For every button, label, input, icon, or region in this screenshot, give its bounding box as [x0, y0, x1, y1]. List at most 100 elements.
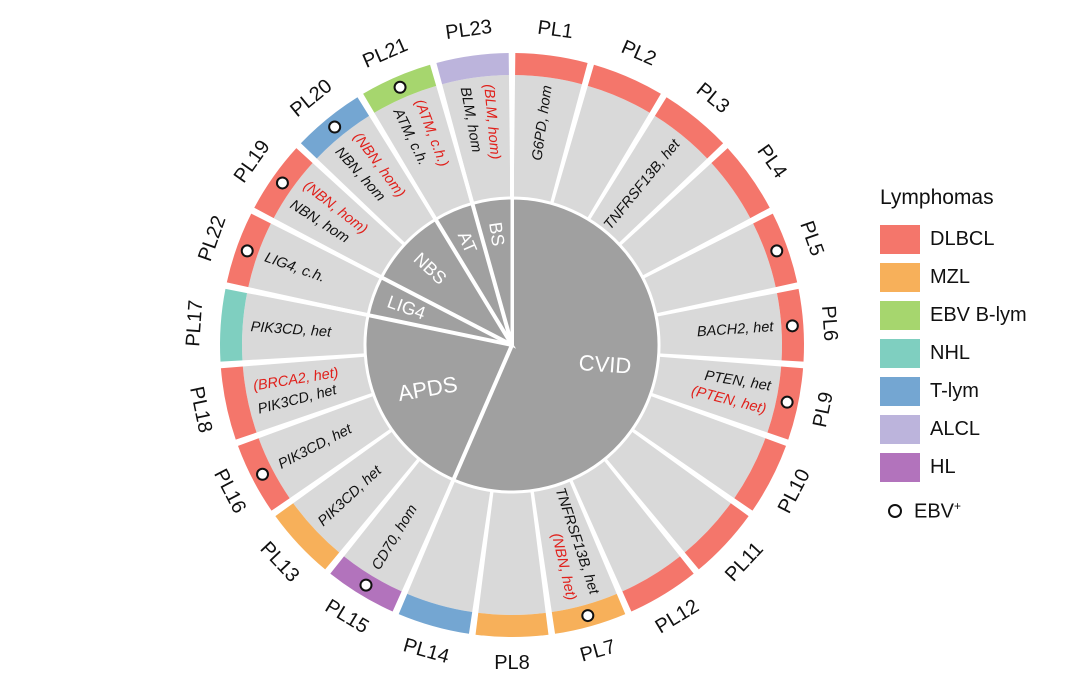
patient-label: PL12	[652, 595, 703, 638]
patient-sector	[632, 355, 782, 433]
patient-label: PL2	[618, 36, 659, 70]
lymphoma-band	[587, 64, 661, 113]
patient-sector	[625, 223, 776, 318]
legend-label: HL	[930, 455, 956, 478]
patient-sector	[242, 293, 388, 361]
center-group-label: BS	[485, 221, 508, 248]
ebv-marker-icon	[780, 395, 794, 409]
lymphoma-band	[515, 53, 588, 85]
ebv-marker-icon	[275, 176, 289, 190]
legend-label: NHL	[930, 341, 971, 364]
patient-sector	[563, 444, 681, 592]
lymphoma-band	[436, 53, 509, 85]
patient-label: PL8	[494, 652, 530, 674]
legend-swatch	[880, 414, 920, 444]
lymphoma-band	[220, 366, 257, 440]
patient-label: PL21	[360, 34, 412, 73]
ebv-marker-icon	[328, 120, 342, 134]
patient-label: PL3	[692, 79, 733, 119]
patient-label: PL18	[185, 385, 216, 435]
patient-label: PL17	[182, 299, 207, 347]
patient-sector	[316, 115, 445, 258]
ebv-marker-icon	[359, 578, 373, 592]
lymphoma-band	[275, 503, 340, 570]
legend: Lymphomas DLBCL MZL EBV B-lym NHL T-lym ALCL H…	[880, 186, 1060, 526]
patient-label: PL22	[194, 213, 230, 264]
patient-label: PL6	[817, 305, 841, 342]
patient-label: PL20	[286, 75, 336, 122]
ebv-marker-icon	[256, 467, 270, 481]
second-hit-label: (BLM, hom)	[480, 83, 503, 160]
patient-sector	[593, 419, 731, 553]
patient-sector	[442, 75, 511, 223]
patient-sector	[343, 444, 461, 592]
patient-label: PL19	[230, 136, 275, 187]
patient-sector	[636, 293, 782, 361]
patient-label: PL9	[809, 390, 838, 429]
patient-label: PL14	[401, 634, 452, 668]
patient-label: PL23	[444, 16, 493, 44]
legend-item: NHL	[880, 334, 1060, 372]
legend-label: MZL	[930, 265, 970, 288]
lymphoma-band	[622, 556, 694, 612]
patient-label: PL15	[321, 595, 372, 638]
patient-sector	[374, 85, 477, 236]
patient-label: PL1	[536, 17, 574, 44]
outer-ring-layer	[219, 53, 805, 638]
gene-label: BACH2, het	[696, 319, 774, 340]
sector-layer	[242, 75, 782, 615]
legend-item: T-lym	[880, 372, 1060, 410]
legend-item: MZL	[880, 258, 1060, 296]
lymphoma-band	[684, 503, 749, 570]
lymphoma-band	[711, 148, 770, 219]
gene-label: PIK3CD, het	[250, 319, 332, 341]
legend-swatch	[880, 376, 920, 406]
legend-ebv-entry: EBV+	[880, 496, 1060, 526]
patient-sector	[273, 162, 419, 286]
patient-sector	[242, 355, 392, 433]
center-group-label: CVID	[578, 350, 632, 379]
patient-sector	[579, 115, 708, 258]
patient-sector	[248, 223, 399, 318]
patient-label: PL5	[795, 218, 828, 259]
center-group-wedge	[363, 313, 515, 482]
patient-sector	[293, 419, 431, 553]
legend-item: HL	[880, 448, 1060, 486]
patient-sector	[513, 75, 582, 223]
legend-label: DLBCL	[930, 227, 995, 250]
lymphoma-band	[219, 288, 248, 362]
legend-swatch	[880, 262, 920, 292]
lymphoma-band	[654, 97, 724, 159]
legend-swatch	[880, 224, 920, 254]
legend-ebv-label: EBV+	[914, 498, 962, 523]
legend-swatch	[880, 338, 920, 368]
patient-label: PL11	[721, 538, 768, 586]
patient-sector	[258, 388, 408, 499]
ebv-marker-icon	[785, 319, 799, 333]
legend-swatch	[880, 452, 920, 482]
ebv-marker-icon	[240, 244, 254, 258]
legend-label: ALCL	[930, 417, 981, 440]
patient-sector	[478, 471, 546, 615]
legend-label: T-lym	[930, 379, 979, 402]
lymphoma-band	[475, 612, 549, 638]
legend-item: EBV B-lym	[880, 296, 1060, 334]
legend-item: DLBCL	[880, 220, 1060, 258]
ebv-marker-icon	[581, 609, 595, 623]
patient-label: PL10	[774, 465, 815, 517]
legend-swatch	[880, 300, 920, 330]
patient-sector	[547, 85, 650, 236]
group-divider	[247, 288, 513, 347]
patient-sector	[605, 162, 751, 286]
patient-sector	[407, 462, 494, 613]
patient-label: PL4	[753, 141, 791, 183]
legend-item: ALCL	[880, 410, 1060, 448]
lymphoma-band	[398, 593, 473, 634]
patient-sector	[530, 462, 617, 613]
legend-label: EBV B-lym	[930, 303, 1027, 326]
group-divider	[271, 219, 513, 347]
center-group-wedge	[451, 196, 661, 494]
legend-title: Lymphomas	[880, 186, 994, 209]
